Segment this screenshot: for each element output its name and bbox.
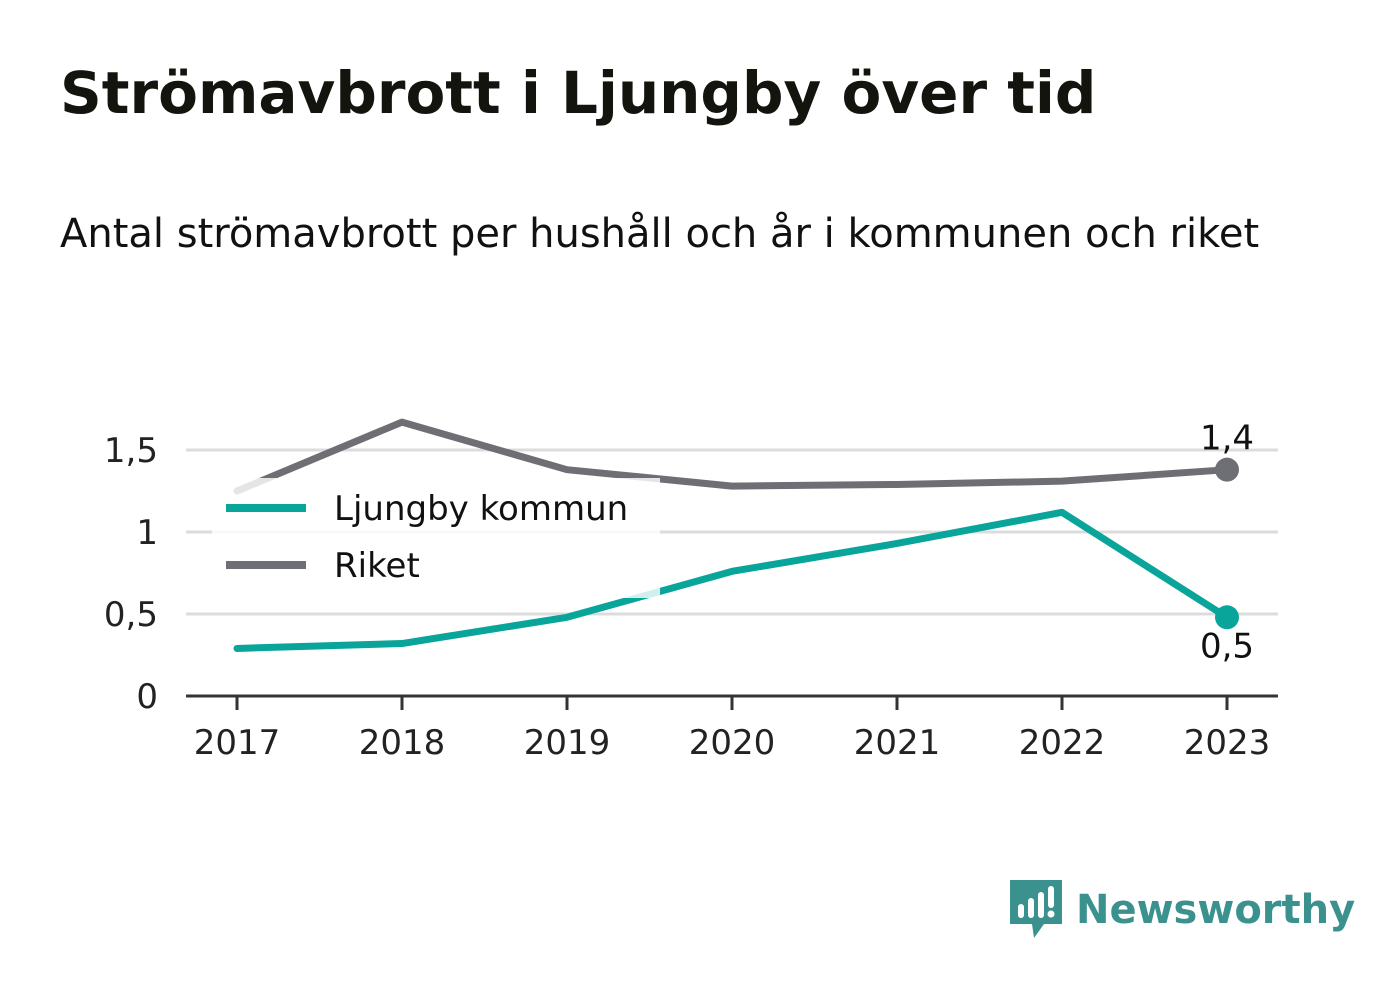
chart-title: Strömavbrott i Ljungby över tid bbox=[60, 59, 1097, 127]
legend-label: Ljungby kommun bbox=[334, 489, 628, 529]
brand-logo: Newsworthy bbox=[1010, 878, 1355, 942]
x-tick-label: 2022 bbox=[1019, 723, 1106, 763]
newsworthy-logo-icon bbox=[1010, 880, 1062, 938]
y-tick-label: 1,5 bbox=[104, 431, 158, 471]
series-lines bbox=[233, 418, 1231, 652]
x-tick-label: 2019 bbox=[524, 723, 611, 763]
x-axis: 2017 2018 2019 2020 2021 2022 2023 bbox=[186, 694, 1278, 763]
x-tick-label: 2023 bbox=[1184, 723, 1271, 763]
end-labels: 0,5 1,4 bbox=[1200, 419, 1254, 667]
y-tick-label: 0 bbox=[136, 677, 158, 717]
x-tick-label: 2020 bbox=[689, 723, 776, 763]
y-axis-ticks: 0 0,5 1 1,5 bbox=[104, 431, 158, 717]
legend-background bbox=[212, 478, 660, 598]
end-point bbox=[1215, 605, 1239, 630]
x-tick-label: 2017 bbox=[194, 723, 281, 763]
brand-name: Newsworthy bbox=[1076, 887, 1356, 933]
x-tick-label: 2021 bbox=[854, 723, 941, 763]
legend-label: Riket bbox=[334, 546, 420, 586]
chart-subtitle: Antal strömavbrott per hushåll och år i … bbox=[60, 211, 1260, 257]
end-point bbox=[1215, 457, 1239, 482]
legend: Ljungby kommun Riket bbox=[212, 478, 660, 598]
series-line-ljungby-kommun bbox=[233, 508, 1231, 652]
x-tick-label: 2018 bbox=[359, 723, 446, 763]
series-line-riket bbox=[233, 418, 1231, 495]
y-tick-label: 1 bbox=[136, 513, 158, 553]
end-value-label: 1,4 bbox=[1200, 419, 1254, 459]
y-tick-label: 0,5 bbox=[104, 595, 158, 635]
end-value-label: 0,5 bbox=[1200, 626, 1254, 666]
